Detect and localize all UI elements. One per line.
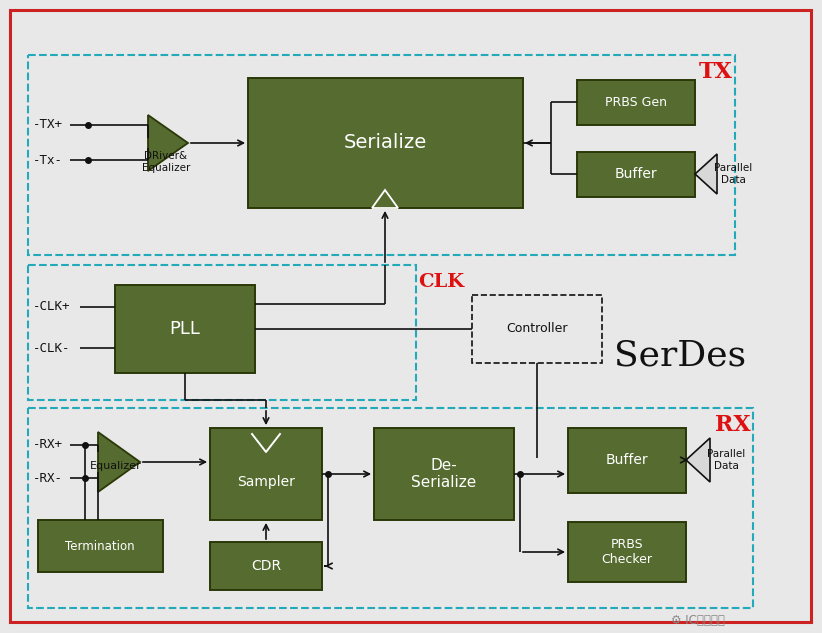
Bar bbox=[28, 408, 753, 608]
Bar bbox=[577, 152, 695, 197]
Bar bbox=[248, 78, 523, 208]
Text: TX: TX bbox=[699, 61, 733, 83]
Text: -Tx-: -Tx- bbox=[33, 153, 63, 166]
Text: CLK: CLK bbox=[418, 273, 464, 291]
Text: Parallel
Data: Parallel Data bbox=[707, 449, 745, 471]
Text: Parallel
Data: Parallel Data bbox=[713, 163, 752, 185]
Bar bbox=[568, 428, 686, 493]
Text: Buffer: Buffer bbox=[615, 167, 658, 181]
Bar bbox=[210, 542, 322, 590]
Bar bbox=[210, 428, 322, 520]
Polygon shape bbox=[148, 115, 188, 171]
Bar bbox=[577, 80, 695, 125]
Text: Equalizer: Equalizer bbox=[90, 461, 142, 471]
Bar bbox=[472, 295, 602, 363]
Bar bbox=[568, 522, 686, 582]
Bar bbox=[115, 285, 255, 373]
Text: -RX+: -RX+ bbox=[33, 439, 63, 451]
Text: RX: RX bbox=[715, 414, 751, 436]
Text: ⚙ IC封装设计: ⚙ IC封装设计 bbox=[671, 613, 725, 627]
Text: PRBS
Checker: PRBS Checker bbox=[602, 538, 653, 566]
Text: -TX+: -TX+ bbox=[33, 118, 63, 132]
Text: Buffer: Buffer bbox=[606, 453, 649, 467]
Text: Termination: Termination bbox=[65, 539, 135, 553]
Text: PLL: PLL bbox=[169, 320, 201, 338]
Text: CDR: CDR bbox=[251, 559, 281, 573]
Text: Serialize: Serialize bbox=[344, 134, 427, 153]
Bar bbox=[28, 55, 735, 255]
Bar bbox=[28, 265, 416, 400]
Polygon shape bbox=[98, 432, 140, 492]
Text: -CLK+: -CLK+ bbox=[33, 301, 71, 313]
Text: -CLK-: -CLK- bbox=[33, 341, 71, 354]
Bar bbox=[374, 428, 514, 520]
Text: Sampler: Sampler bbox=[237, 475, 295, 489]
Polygon shape bbox=[695, 154, 717, 194]
Bar bbox=[38, 520, 163, 572]
Text: DRiver&
Equalizer: DRiver& Equalizer bbox=[142, 151, 190, 173]
Text: SerDes: SerDes bbox=[614, 338, 746, 372]
Text: De-
Serialize: De- Serialize bbox=[411, 458, 477, 490]
Text: -RX-: -RX- bbox=[33, 472, 63, 484]
Text: PRBS Gen: PRBS Gen bbox=[605, 96, 667, 108]
Text: Controller: Controller bbox=[506, 322, 568, 335]
Polygon shape bbox=[686, 438, 710, 482]
